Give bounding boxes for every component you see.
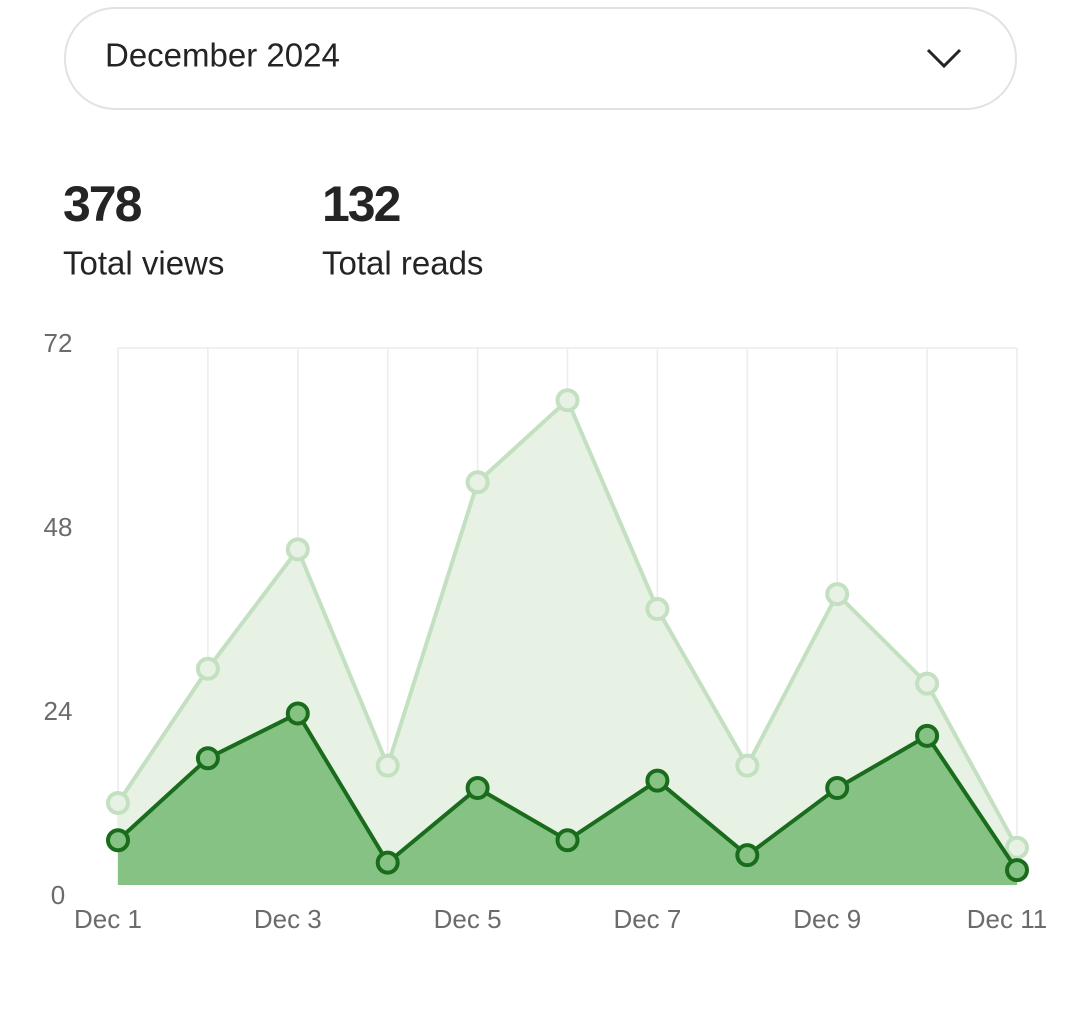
point-marker: [465, 776, 490, 801]
point-marker: [195, 656, 220, 681]
point-marker: [465, 470, 490, 495]
stat-value: 132: [322, 176, 400, 232]
chevron-icon[interactable]: [926, 48, 962, 69]
point-marker: [106, 828, 130, 853]
y-tick-label: 72: [44, 328, 73, 358]
point-marker: [915, 723, 940, 748]
point-marker: [555, 828, 580, 853]
y-tick-label: 0: [51, 880, 65, 910]
point-marker: [375, 753, 400, 778]
point-marker: [285, 537, 310, 562]
point-marker: [195, 746, 220, 771]
stat-label: Total reads: [322, 245, 483, 282]
point-marker: [645, 768, 670, 793]
x-tick-label: Dec 5: [434, 904, 502, 934]
point-marker: [735, 753, 760, 778]
point-marker: [825, 582, 850, 607]
x-tick-label: Dec 3: [254, 904, 322, 934]
stat-value: 378: [63, 176, 142, 232]
point-marker: [285, 701, 310, 726]
point-marker: [645, 597, 670, 622]
chart: 0 24 48 72 Dec 1 Dec 3 Dec 5 Dec 7 Dec 9 Dec 11: [44, 328, 1048, 934]
point-marker: [375, 850, 400, 875]
point-marker: [915, 671, 940, 696]
point-marker: [1005, 835, 1029, 860]
x-tick-label: Dec 1: [74, 904, 142, 934]
stat-label: Total views: [63, 245, 224, 282]
y-tick-label: 24: [44, 696, 73, 726]
point-marker: [106, 790, 130, 815]
dropdown-text: December 2024: [105, 37, 340, 74]
x-tick-label: Dec 7: [613, 904, 681, 934]
point-marker: [735, 843, 760, 868]
month-dropdown[interactable]: December 2024: [64, 7, 1017, 110]
point-marker: [825, 776, 850, 801]
x-tick-label: Dec 9: [793, 904, 861, 934]
point-marker: [555, 388, 580, 413]
y-tick-label: 48: [44, 512, 73, 542]
point-marker: [1005, 858, 1029, 883]
area-fill: [118, 400, 1017, 885]
area-fill: [118, 713, 1017, 885]
dropdown-box[interactable]: [64, 7, 1017, 110]
x-tick-label: Dec 11: [967, 904, 1047, 934]
